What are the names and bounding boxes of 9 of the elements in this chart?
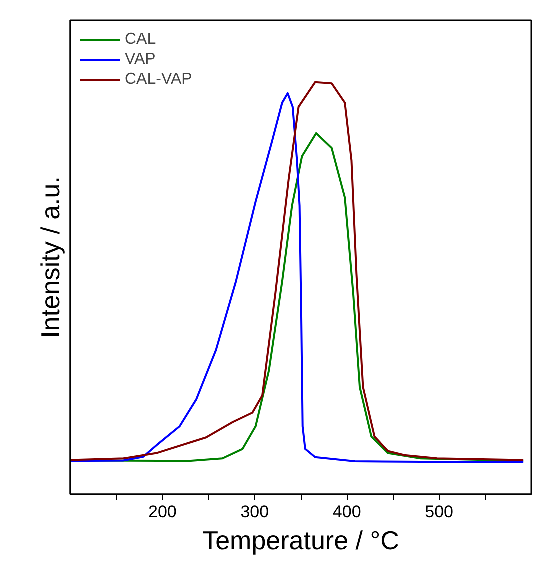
- x-tick-label: 200: [148, 502, 177, 522]
- legend-label: CAL: [125, 31, 156, 49]
- y-axis-title: Intensity / a.u.: [36, 176, 66, 338]
- x-tick-label: 300: [240, 502, 270, 522]
- x-axis-title: Temperature / °C: [202, 526, 400, 556]
- x-tick-label: 400: [332, 502, 362, 522]
- legend-label: CAL-VAP: [125, 71, 192, 89]
- legend-label: VAP: [125, 51, 156, 69]
- x-tick-label: 500: [425, 502, 454, 522]
